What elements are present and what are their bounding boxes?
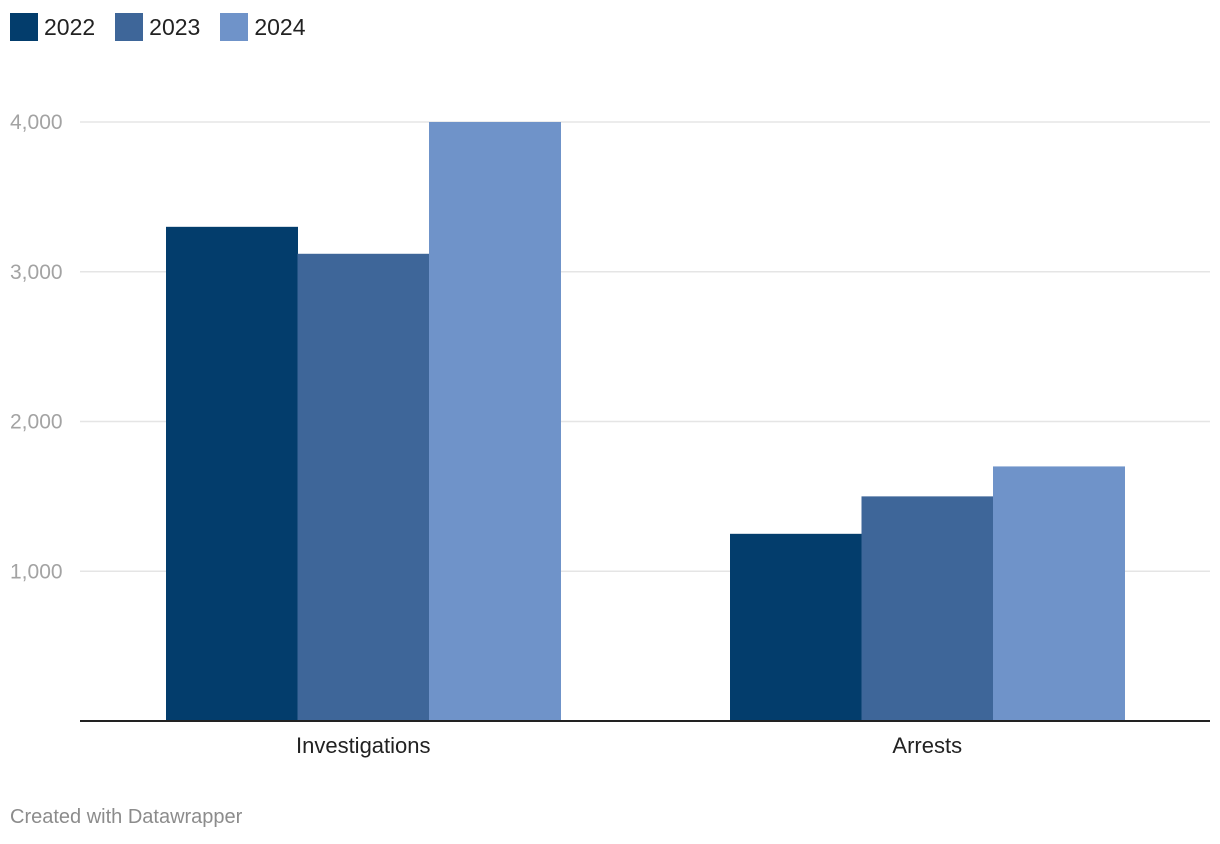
legend-item-2022: 2022 [10,12,95,42]
x-category-label: Arrests [892,733,962,758]
chart-legend: 2022 2023 2024 [10,12,326,42]
bar-investigations-2024 [429,122,561,721]
bar-arrests-2023 [861,496,994,721]
legend-label-2024: 2024 [254,14,306,40]
legend-swatch-2023 [115,13,144,41]
y-tick-label: 4,000 [10,111,63,134]
legend-swatch-2024 [220,13,249,41]
bar-arrests-2024 [993,466,1125,721]
legend-label-2022: 2022 [44,14,96,40]
y-tick-label: 2,000 [10,411,63,434]
y-axis-ticks: 1,000 2,000 3,000 4,000 [10,111,63,583]
y-tick-label: 1,000 [10,560,63,583]
bar-investigations-2023 [297,253,430,721]
bar-investigations-2022 [166,226,298,721]
bar-arrests-2022 [730,533,862,721]
legend-swatch-2022 [10,13,38,41]
x-axis-categories: Investigations Arrests [296,733,962,758]
legend-item-2023: 2023 [115,12,200,42]
footer-credit: Created with Datawrapper [10,806,243,828]
legend-label-2023: 2023 [149,14,201,40]
bar-chart: 1,000 2,000 3,000 4,000 Investigations Arres… [10,111,1210,758]
legend-item-2024: 2024 [220,12,306,42]
bars [166,122,1125,721]
y-tick-label: 3,000 [10,261,63,284]
x-category-label: Investigations [296,733,431,758]
